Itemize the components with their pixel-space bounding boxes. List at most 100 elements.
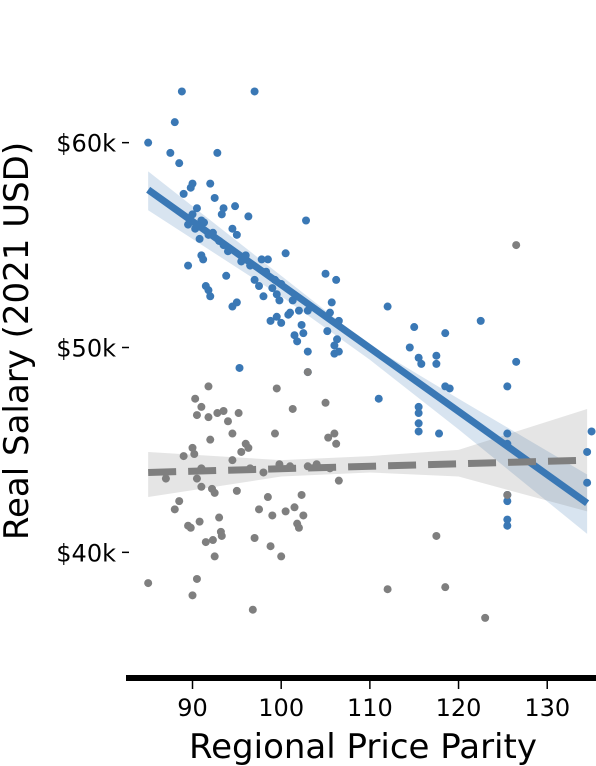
data-point bbox=[255, 282, 263, 290]
data-point bbox=[286, 309, 294, 317]
data-point bbox=[332, 276, 340, 284]
data-point bbox=[441, 329, 449, 337]
data-point bbox=[264, 255, 272, 263]
data-point bbox=[323, 327, 331, 335]
data-point bbox=[446, 384, 454, 392]
data-point bbox=[335, 348, 343, 356]
data-point bbox=[180, 452, 188, 460]
data-point bbox=[512, 358, 520, 366]
data-point bbox=[171, 505, 179, 513]
data-point bbox=[588, 427, 596, 435]
data-point bbox=[202, 538, 210, 546]
data-point bbox=[299, 511, 307, 519]
data-point bbox=[259, 292, 267, 300]
data-point bbox=[166, 149, 174, 157]
data-point bbox=[237, 448, 245, 456]
data-point bbox=[220, 204, 228, 212]
data-point bbox=[175, 159, 183, 167]
data-point bbox=[290, 503, 298, 511]
data-point bbox=[236, 364, 244, 372]
data-point bbox=[304, 348, 312, 356]
data-point bbox=[191, 395, 199, 403]
x-tick-label: 110 bbox=[347, 694, 393, 722]
data-point bbox=[441, 583, 449, 591]
data-point bbox=[187, 524, 195, 532]
x-tick-label: 130 bbox=[524, 694, 570, 722]
data-point bbox=[375, 395, 383, 403]
data-point bbox=[415, 419, 423, 427]
data-point bbox=[481, 614, 489, 622]
data-point bbox=[328, 298, 336, 306]
data-point bbox=[249, 606, 257, 614]
data-point bbox=[228, 456, 236, 464]
data-point bbox=[222, 272, 230, 280]
data-point bbox=[333, 335, 341, 343]
x-axis-title: Regional Price Parity bbox=[189, 727, 537, 766]
data-point bbox=[206, 180, 214, 188]
data-point bbox=[302, 217, 310, 225]
x-tick-label: 90 bbox=[177, 694, 208, 722]
data-point bbox=[384, 303, 392, 311]
data-point bbox=[268, 511, 276, 519]
data-point bbox=[231, 202, 239, 210]
data-point bbox=[503, 382, 511, 390]
data-point bbox=[384, 585, 392, 593]
data-point bbox=[282, 507, 290, 515]
data-point bbox=[244, 212, 252, 220]
data-point bbox=[332, 440, 340, 448]
data-point bbox=[255, 505, 263, 513]
data-point bbox=[193, 575, 201, 583]
data-point bbox=[295, 524, 303, 532]
data-point bbox=[206, 292, 214, 300]
data-point bbox=[293, 337, 301, 345]
data-point bbox=[277, 319, 285, 327]
data-point bbox=[335, 477, 343, 485]
y-axis-title: Real Salary (2021 USD) bbox=[0, 142, 37, 540]
data-point bbox=[190, 450, 198, 458]
data-point bbox=[211, 552, 219, 560]
data-point bbox=[193, 475, 201, 483]
data-point bbox=[330, 430, 338, 438]
x-tick-label: 120 bbox=[436, 694, 482, 722]
data-point bbox=[197, 483, 205, 491]
data-point bbox=[264, 493, 272, 501]
data-point bbox=[233, 487, 241, 495]
data-point bbox=[224, 417, 232, 425]
data-point bbox=[432, 360, 440, 368]
data-point bbox=[218, 532, 226, 540]
data-point bbox=[322, 399, 330, 407]
x-tick-label: 100 bbox=[258, 694, 304, 722]
data-point bbox=[435, 430, 443, 438]
data-point bbox=[189, 180, 197, 188]
data-point bbox=[304, 368, 312, 376]
data-point bbox=[477, 317, 485, 325]
data-point bbox=[406, 344, 414, 352]
data-point bbox=[271, 430, 279, 438]
data-point bbox=[282, 249, 290, 257]
data-point bbox=[196, 518, 204, 526]
data-point bbox=[259, 468, 267, 476]
data-point bbox=[583, 448, 591, 456]
data-point bbox=[235, 409, 243, 417]
data-point bbox=[233, 298, 241, 306]
data-point bbox=[180, 190, 188, 198]
data-point bbox=[289, 405, 297, 413]
y-tick-label: $50k bbox=[56, 335, 116, 363]
data-point bbox=[144, 139, 152, 147]
data-point bbox=[251, 87, 259, 95]
data-point bbox=[233, 231, 241, 239]
data-point bbox=[211, 194, 219, 202]
data-point bbox=[175, 497, 183, 505]
data-point bbox=[215, 514, 223, 522]
data-point bbox=[199, 255, 207, 263]
data-point bbox=[277, 552, 285, 560]
data-point bbox=[267, 542, 275, 550]
data-point bbox=[171, 118, 179, 126]
data-point bbox=[415, 409, 423, 417]
data-point bbox=[193, 411, 201, 419]
data-point bbox=[512, 241, 520, 249]
data-point bbox=[184, 262, 192, 270]
data-point bbox=[503, 491, 511, 499]
data-point bbox=[211, 489, 219, 497]
